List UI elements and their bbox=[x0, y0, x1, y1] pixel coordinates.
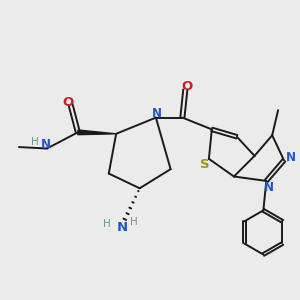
Text: O: O bbox=[62, 96, 73, 110]
Text: N: N bbox=[152, 107, 162, 120]
Text: H: H bbox=[130, 217, 138, 227]
Text: N: N bbox=[286, 151, 296, 164]
Text: S: S bbox=[200, 158, 209, 171]
Text: N: N bbox=[40, 138, 50, 151]
Text: N: N bbox=[264, 181, 274, 194]
Text: H: H bbox=[31, 137, 38, 147]
Polygon shape bbox=[78, 130, 116, 135]
Text: O: O bbox=[181, 80, 192, 93]
Text: H: H bbox=[103, 219, 111, 229]
Text: N: N bbox=[116, 221, 128, 234]
